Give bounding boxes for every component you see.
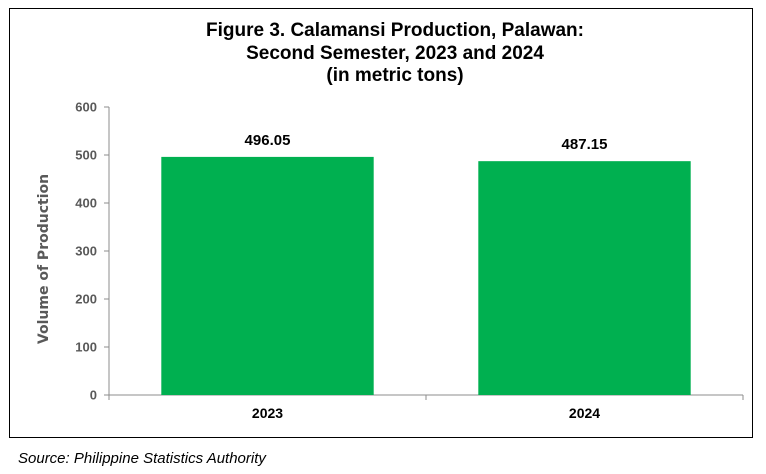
y-tick-label: 500 [75,148,97,163]
data-label-2024: 487.15 [562,136,608,153]
y-axis-label: Volume of Production [36,174,52,344]
y-tick-label: 400 [75,196,97,211]
bar-2023 [161,156,374,395]
y-tick-label: 600 [75,100,97,115]
x-category-label: 2023 [252,405,283,421]
chart-frame: Figure 3. Calamansi Production, Palawan:… [9,8,753,438]
chart-title-line-3: (in metric tons) [326,65,463,86]
chart-title-line-2: Second Semester, 2023 and 2024 [246,43,544,64]
x-category-label: 2024 [569,405,600,421]
chart-title-line-1: Figure 3. Calamansi Production, Palawan: [206,20,584,41]
plot-area: 0 100 200 300 400 500 600 496.05 2023 487.15 2024 [75,100,744,421]
y-tick-label: 300 [75,244,97,259]
y-tick-label: 0 [90,388,97,403]
data-label-2023: 496.05 [245,132,291,149]
source-note: Source: Philippine Statistics Authority [18,450,266,467]
chart-svg: Figure 3. Calamansi Production, Palawan:… [36,20,744,421]
y-tick-label: 100 [75,340,97,355]
bar-2024 [478,161,691,395]
y-tick-label: 200 [75,292,97,307]
